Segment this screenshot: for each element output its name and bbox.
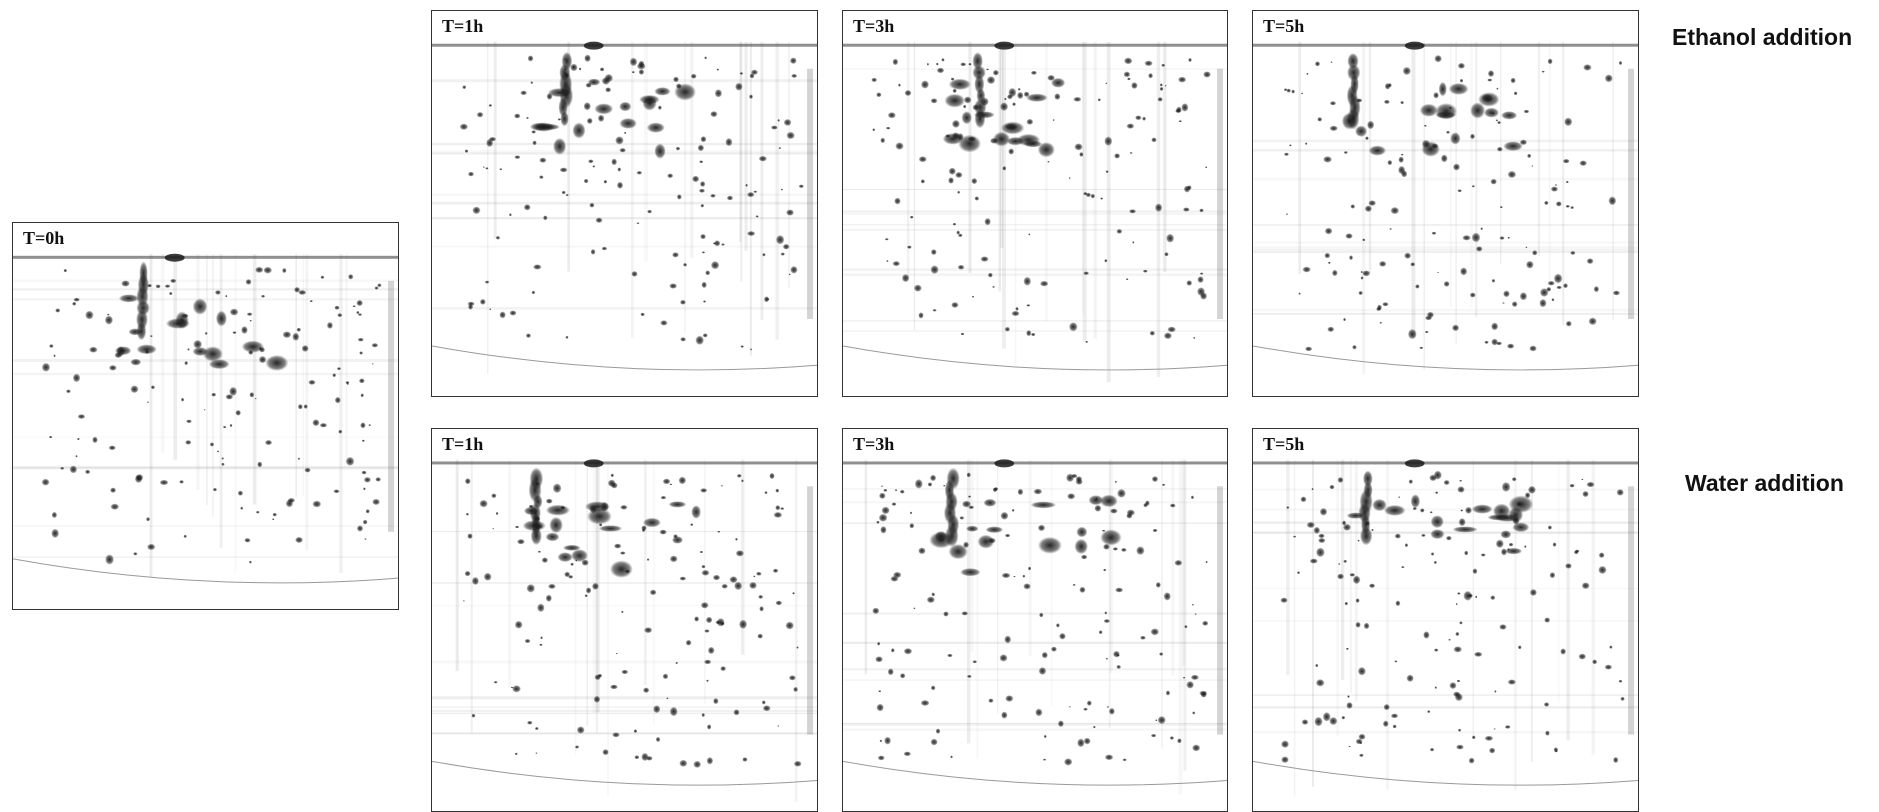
gel-label-water-5h: T=5h [1263, 434, 1305, 454]
gel-image-water-3h: T=3h [842, 428, 1228, 812]
gel-label-water-3h: T=3h [853, 434, 895, 454]
gel-image-water-5h: T=5h [1252, 428, 1639, 812]
gel-image-ethanol-3h: T=3h [842, 10, 1228, 397]
gel-label-water-1h: T=1h [442, 434, 484, 454]
row-label-ethanol: Ethanol addition [1672, 24, 1853, 50]
gel-spots-water-5h [1253, 459, 1638, 797]
gel-spots-ethanol-1h [432, 41, 817, 374]
gel-spots-t0 [13, 253, 398, 584]
gel-label-ethanol-1h: T=1h [442, 16, 484, 36]
gel-spots-water-1h [432, 459, 817, 802]
gel-label-ethanol-5h: T=5h [1263, 16, 1305, 36]
gel-spots-ethanol-5h [1253, 41, 1638, 375]
gel-spots-ethanol-3h [843, 41, 1227, 383]
gel-label-ethanol-3h: T=3h [853, 16, 895, 36]
row-label-water: Water addition [1685, 470, 1844, 496]
gel-image-ethanol-1h: T=1h [431, 10, 818, 397]
gel-image-ethanol-5h: T=5h [1252, 10, 1639, 397]
gel-label-t0: T=0h [23, 228, 65, 248]
gel-image-t0: T=0h [12, 222, 399, 610]
gel-spots-water-3h [843, 459, 1227, 795]
gel-image-water-1h: T=1h [431, 428, 818, 812]
